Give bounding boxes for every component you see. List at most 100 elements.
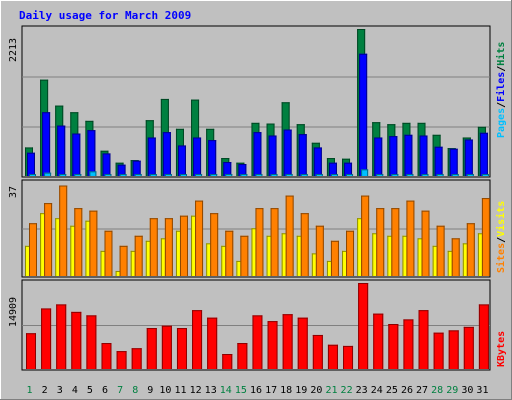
sites-bar-9 <box>149 218 158 276</box>
day-label-7: 7 <box>117 385 123 396</box>
sites-bar-13 <box>210 213 219 276</box>
files-bar-31-fill <box>479 132 488 176</box>
kbytes-bar-23 <box>358 283 369 369</box>
sites-bar-23 <box>361 195 370 276</box>
kbytes-bar-11 <box>176 328 187 369</box>
kbytes-bar-5-fill <box>86 315 97 369</box>
files-bar-26 <box>404 134 413 176</box>
pages-bar-7 <box>119 174 127 176</box>
files-bar-18 <box>283 129 292 176</box>
day-label-21: 21 <box>325 385 337 396</box>
sites-bar-27 <box>421 210 430 276</box>
sites-bar-3 <box>59 185 68 276</box>
sites-bar-8 <box>134 235 143 276</box>
sites-bar-7-fill <box>119 245 128 276</box>
day-label-18: 18 <box>280 385 292 396</box>
pages-bar-5 <box>89 171 97 176</box>
kbytes-bar-20-fill <box>312 334 323 369</box>
files-bar-17 <box>268 135 277 176</box>
pages-bar-15 <box>240 174 248 176</box>
kbytes-bar-21-fill <box>327 344 338 369</box>
day-label-9: 9 <box>147 385 153 396</box>
day-label-25: 25 <box>386 385 398 396</box>
pages-bar-8 <box>134 174 142 176</box>
legend-visits: Visits <box>495 201 507 237</box>
files-bar-22-fill <box>344 162 353 176</box>
kbytes-bar-17 <box>267 321 278 369</box>
kbytes-bar-14-fill <box>222 354 233 369</box>
files-bar-16-fill <box>253 132 262 176</box>
sites-bar-10-fill <box>164 218 173 276</box>
sites-bar-12-fill <box>195 200 204 276</box>
files-bar-9-fill <box>147 137 156 176</box>
day-label-14: 14 <box>220 385 232 396</box>
sites-bar-26 <box>406 200 415 276</box>
visits-bar-16-fill <box>251 228 260 276</box>
kbytes-bar-3-fill <box>56 304 67 369</box>
sites-bar-29 <box>451 238 460 276</box>
files-bar-14 <box>223 162 232 176</box>
y-max-label-middle: 37 <box>8 186 19 198</box>
kbytes-bar-15-fill <box>237 343 248 369</box>
kbytes-bar-3 <box>56 304 67 369</box>
kbytes-bar-23-fill <box>358 283 369 369</box>
sites-bar-24-fill <box>376 208 385 276</box>
files-bar-23-fill <box>359 53 368 176</box>
files-bar-23 <box>359 53 368 176</box>
kbytes-bar-13 <box>207 317 218 369</box>
sites-bar-18 <box>285 195 294 276</box>
chart-title: Daily usage for March 2009 <box>19 9 191 22</box>
pages-bar-6 <box>104 174 112 176</box>
files-bar-21 <box>328 162 337 176</box>
files-bar-29-fill <box>449 148 458 176</box>
kbytes-bar-26-fill <box>403 319 414 369</box>
files-bar-17-fill <box>268 135 277 176</box>
sites-bar-8-fill <box>134 235 143 276</box>
pages-bar-1 <box>29 174 36 176</box>
kbytes-bar-20 <box>312 334 323 369</box>
kbytes-bar-6-fill <box>101 343 112 369</box>
kbytes-bar-17-fill <box>267 321 278 369</box>
sites-bar-16-fill <box>255 208 264 276</box>
legend-top: Pages/Files/Hits <box>495 42 507 138</box>
kbytes-bar-14 <box>222 354 233 369</box>
kbytes-bar-1-fill <box>26 333 36 369</box>
files-bar-21-fill <box>328 162 337 176</box>
pages-bar-31 <box>481 174 489 176</box>
day-label-17: 17 <box>265 385 277 396</box>
pages-bar-13 <box>210 174 218 176</box>
pages-bar-4 <box>74 174 82 176</box>
kbytes-bar-31-fill <box>478 304 489 369</box>
files-bar-30 <box>464 139 473 176</box>
sites-bar-1 <box>29 223 37 276</box>
day-label-4: 4 <box>72 385 78 396</box>
files-bar-19-fill <box>298 134 307 176</box>
files-bar-20 <box>313 147 322 176</box>
sites-bar-21 <box>330 240 339 276</box>
day-label-6: 6 <box>102 385 108 396</box>
kbytes-bar-26 <box>403 319 414 369</box>
sites-bar-4-fill <box>74 208 83 276</box>
sites-bar-11 <box>179 215 188 276</box>
kbytes-bar-6 <box>101 343 112 369</box>
kbytes-bar-9 <box>146 328 157 369</box>
files-bar-28 <box>434 146 443 176</box>
day-label-15: 15 <box>235 385 247 396</box>
day-label-27: 27 <box>416 385 428 396</box>
kbytes-bar-30 <box>463 326 474 369</box>
pages-bar-2-fill <box>44 172 52 176</box>
kbytes-bar-24 <box>373 313 384 369</box>
pages-bar-5-fill <box>89 171 97 176</box>
pages-bar-29 <box>451 174 459 176</box>
sites-bar-19-fill <box>300 213 309 276</box>
sites-bar-10 <box>164 218 173 276</box>
pages-bar-18 <box>285 174 293 176</box>
kbytes-bar-28-fill <box>433 332 444 369</box>
pages-bar-24 <box>376 174 384 176</box>
day-label-2: 2 <box>42 385 48 396</box>
day-label-24: 24 <box>371 385 383 396</box>
sites-bar-2 <box>44 203 53 276</box>
sites-bar-12 <box>195 200 204 276</box>
kbytes-bar-12-fill <box>192 310 203 369</box>
sites-bar-31-fill <box>481 198 490 276</box>
